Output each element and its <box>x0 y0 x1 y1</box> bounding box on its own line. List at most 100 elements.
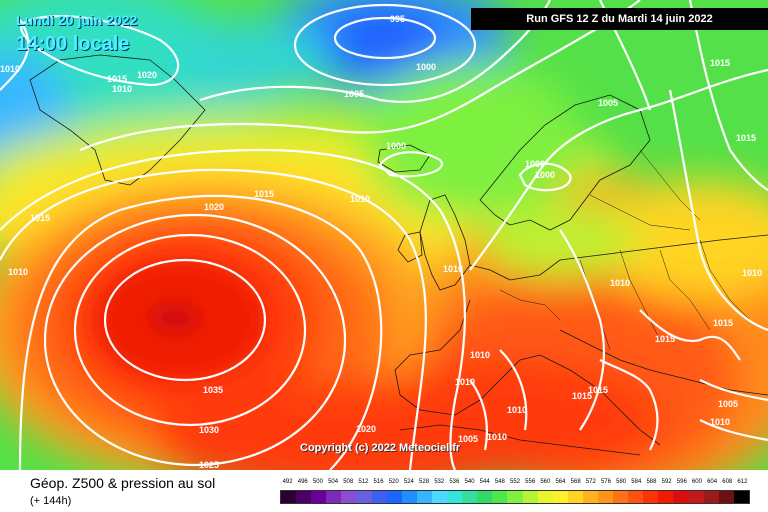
isobar-label: 1015 <box>713 318 733 328</box>
scale-swatch <box>582 491 598 503</box>
legend-footer: Géop. Z500 & pression au sol (+ 144h) 49… <box>0 470 768 512</box>
scale-swatch <box>613 491 629 503</box>
scale-label: 564 <box>555 479 566 485</box>
scale-label: 592 <box>661 479 672 485</box>
isobar-label: 1015 <box>655 334 675 344</box>
map-canvas: 995 1000 1005 1010 1015 1020 1010 1015 1… <box>0 0 768 500</box>
scale-label: 536 <box>449 479 460 485</box>
scale-label: 524 <box>403 479 414 485</box>
scale-swatch <box>296 491 312 503</box>
isobar-label: 1025 <box>199 460 219 470</box>
scale-label: 556 <box>525 479 536 485</box>
scale-label: 596 <box>676 479 687 485</box>
isobar-label: 1000 <box>525 159 545 169</box>
isobar-label: 1010 <box>0 64 20 74</box>
scale-swatch <box>537 491 553 503</box>
isobar-label-group: 995 1000 1005 1010 1015 1020 1010 1015 1… <box>0 14 762 470</box>
copyright-text: Copyright (c) 2022 Meteociel.fr <box>300 442 461 454</box>
scale-label: 500 <box>312 479 323 485</box>
isobar-label: 1015 <box>588 385 608 395</box>
run-title: Run GFS 12 Z du Mardi 14 juin 2022 <box>471 8 768 30</box>
scale-label: 576 <box>600 479 611 485</box>
scale-label: 516 <box>373 479 384 485</box>
scale-swatch <box>416 491 432 503</box>
scale-swatch <box>477 491 493 503</box>
scale-swatch <box>628 491 644 503</box>
isobar-label: 1020 <box>204 202 224 212</box>
scale-label: 604 <box>707 479 718 485</box>
scale-label: 548 <box>494 479 505 485</box>
isobar-label: 1005 <box>458 434 478 444</box>
scale-swatch <box>447 491 463 503</box>
isobar-label: 1035 <box>203 385 223 395</box>
isobar-label: 1010 <box>350 194 370 204</box>
coastlines <box>29 54 768 456</box>
isobar-label: 1015 <box>30 213 50 223</box>
scale-label: 552 <box>510 479 521 485</box>
scale-swatch <box>492 491 508 503</box>
legend-subtitle: (+ 144h) <box>30 495 72 507</box>
scale-label: 560 <box>540 479 551 485</box>
scale-swatch <box>688 491 704 503</box>
scale-label: 508 <box>343 479 354 485</box>
scale-swatch <box>522 491 538 503</box>
scale-swatch <box>567 491 583 503</box>
scale-swatch <box>552 491 568 503</box>
isobar-label: 1000 <box>535 170 555 180</box>
color-scale-labels: 492 496 500 504 508 512 516 520 524 528 532 536 540 5… <box>280 479 750 489</box>
scale-label: 492 <box>282 479 293 485</box>
scale-swatch <box>371 491 387 503</box>
scale-label: 608 <box>722 479 733 485</box>
scale-swatch <box>401 491 417 503</box>
scale-label: 528 <box>419 479 430 485</box>
scale-swatch <box>356 491 372 503</box>
scale-label: 584 <box>631 479 642 485</box>
isobar-label: 1010 <box>487 432 507 442</box>
isobar-label: 1010 <box>610 278 630 288</box>
isobar-label: 1020 <box>137 70 157 80</box>
scale-label: 512 <box>358 479 369 485</box>
isobar-label: 1010 <box>8 267 28 277</box>
isobar-label: 1010 <box>470 350 490 360</box>
isobar-label: 1000 <box>416 62 436 72</box>
scale-label: 588 <box>646 479 657 485</box>
isobar-label: 1010 <box>112 84 132 94</box>
isobar-label: 1030 <box>199 425 219 435</box>
scale-swatch <box>658 491 674 503</box>
isobar-label: 1010 <box>455 377 475 387</box>
scale-swatch <box>431 491 448 503</box>
scale-label: 572 <box>585 479 596 485</box>
scale-label: 580 <box>616 479 627 485</box>
scale-label: 540 <box>464 479 475 485</box>
scale-label: 544 <box>479 479 490 485</box>
scale-label: 520 <box>388 479 399 485</box>
scale-label: 600 <box>691 479 702 485</box>
isobar-label: 1015 <box>572 391 592 401</box>
scale-swatch <box>643 491 659 503</box>
isobar-label: 995 <box>390 14 405 24</box>
isobar-label: 1015 <box>736 133 756 143</box>
scale-swatch <box>311 491 327 503</box>
isobar-label: 1010 <box>742 268 762 278</box>
scale-swatch <box>733 491 749 503</box>
isobar-label: 1015 <box>254 189 274 199</box>
isobar-label: 1005 <box>718 399 738 409</box>
color-scale-bar <box>280 490 750 504</box>
isobar-label: 1010 <box>710 417 730 427</box>
scale-label: 532 <box>434 479 445 485</box>
legend-title: Géop. Z500 & pression au sol <box>30 475 216 491</box>
isobar-label: 1005 <box>344 89 364 99</box>
scale-swatch <box>703 491 719 503</box>
scale-swatch <box>462 491 478 503</box>
scale-swatch <box>507 491 523 503</box>
scale-swatch <box>281 491 297 503</box>
isobar-label: 1010 <box>443 264 463 274</box>
forecast-date: Lundi 20 juin 2022 <box>16 12 138 28</box>
scale-swatch <box>673 491 689 503</box>
weather-map: 995 1000 1005 1010 1015 1020 1010 1015 1… <box>0 0 768 500</box>
scale-swatch <box>597 491 614 503</box>
isobar-label: 1010 <box>507 405 527 415</box>
scale-label: 568 <box>570 479 581 485</box>
scale-swatch <box>341 491 357 503</box>
scale-label: 612 <box>737 479 748 485</box>
